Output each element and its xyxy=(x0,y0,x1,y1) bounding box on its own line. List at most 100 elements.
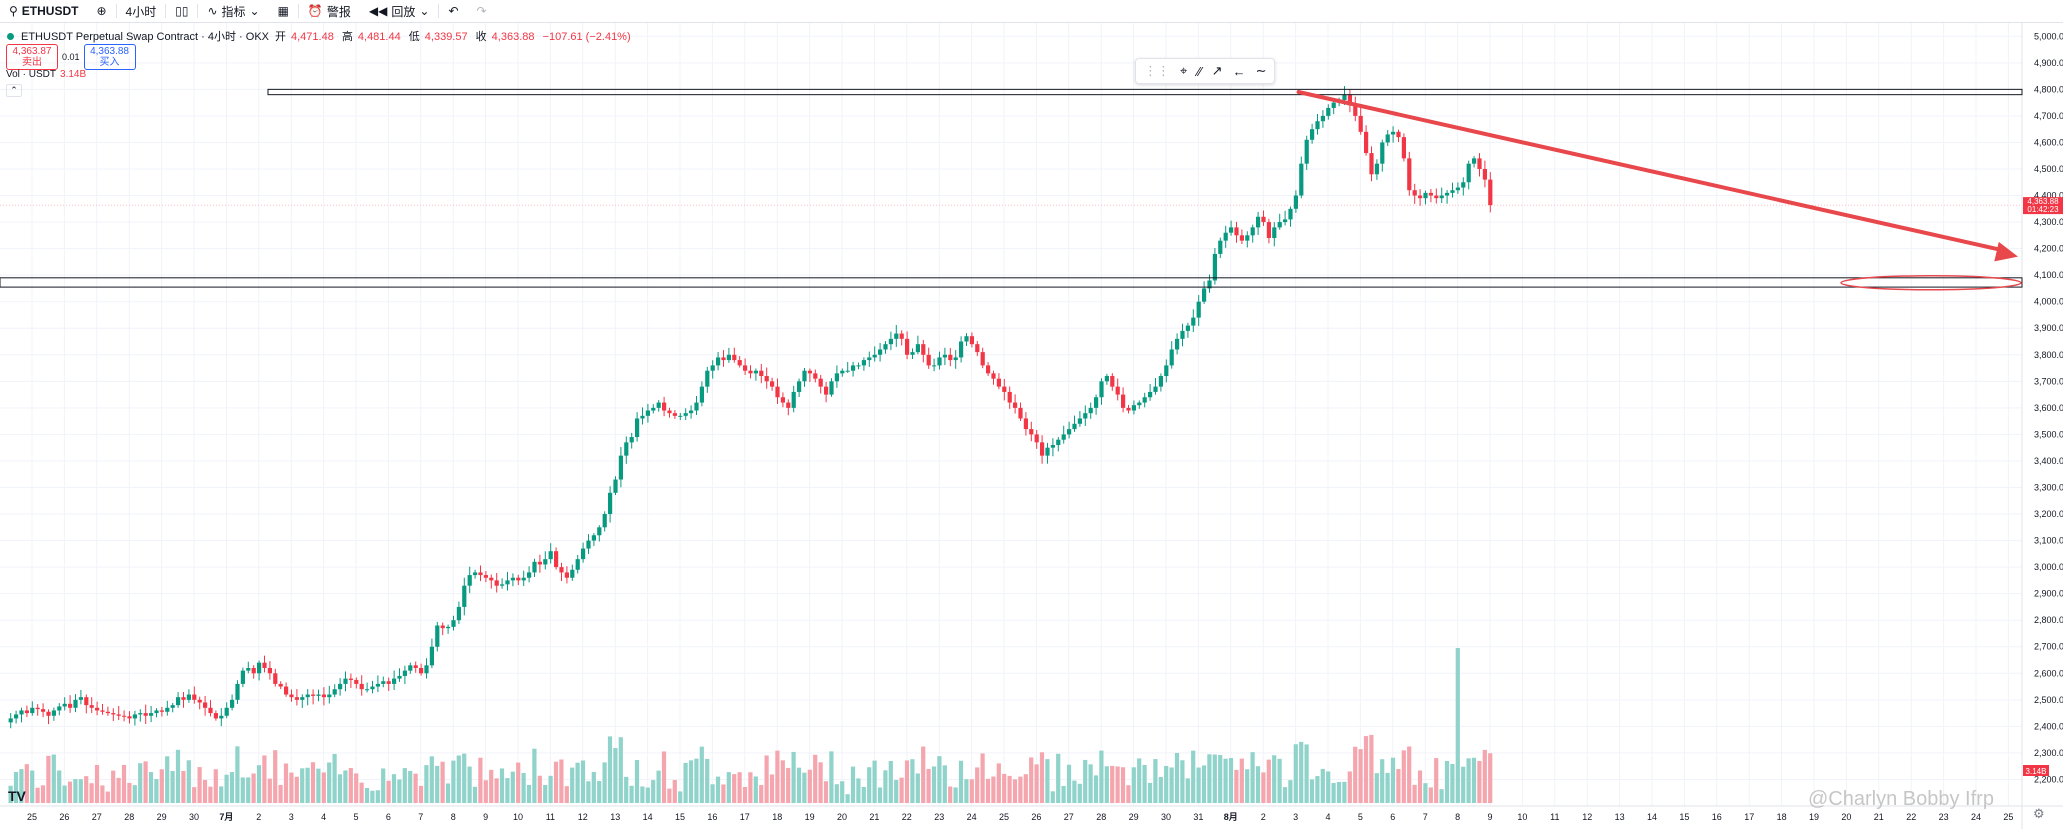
redo-button[interactable]: ↷ xyxy=(468,0,496,22)
replay-button[interactable]: ◀◀ 回放 ⌄ xyxy=(360,0,439,22)
close-value: 4,363.88 xyxy=(491,31,535,43)
chart-type-button[interactable]: ▯▯ xyxy=(166,0,197,22)
volume-bar xyxy=(1488,753,1493,803)
trend-line-icon[interactable]: ↗ xyxy=(1211,63,1223,78)
price-tick-label: 3,100.00 xyxy=(2034,536,2063,546)
volume-bar xyxy=(1228,758,1234,803)
symbol-search[interactable]: ⚲ ETHUSDT xyxy=(0,0,87,22)
interval-button[interactable]: 4小时 xyxy=(117,0,166,22)
candle-body xyxy=(419,667,424,674)
volume-bar xyxy=(429,756,434,803)
volume-bar xyxy=(413,773,418,803)
volume-bar xyxy=(543,784,548,803)
volume-bar xyxy=(537,775,542,803)
undo-button[interactable]: ↶ xyxy=(439,0,467,22)
candle-body xyxy=(1358,115,1363,132)
text-cursor-icon[interactable]: ⌖ xyxy=(1180,63,1188,78)
volume-bar xyxy=(94,764,100,803)
price-tick-label: 2,400.00 xyxy=(2034,721,2063,731)
buy-button[interactable]: 4,363.88 买入 xyxy=(83,44,136,70)
candle-body xyxy=(1207,280,1212,289)
candle-body xyxy=(68,703,73,708)
candle-body xyxy=(510,577,515,581)
volume-bar xyxy=(1455,648,1460,803)
volume-bar xyxy=(807,769,812,803)
volume-bar xyxy=(154,778,159,803)
volume-bar xyxy=(1239,758,1244,803)
chart-area[interactable]: 2,200.00 2,300.00 2,400.00 2,500.00 2,600.00… xyxy=(0,23,2063,829)
volume-bar xyxy=(985,778,991,803)
time-tick-label: 12 xyxy=(1582,812,1592,822)
candle-body xyxy=(1050,445,1055,448)
compare-button[interactable]: ⊕ xyxy=(87,0,115,22)
volume-bar xyxy=(1477,760,1482,803)
candle-body xyxy=(753,370,758,374)
volume-bar xyxy=(57,770,62,803)
candle-body xyxy=(230,699,235,708)
gear-icon[interactable]: ⚙ xyxy=(2033,806,2045,821)
top-toolbar: ⚲ ETHUSDT ⊕ 4小时 ▯▯ ∿ 指标 ⌄ ▦ ⏰ 警报 ◀◀ 回放 ⌄… xyxy=(0,0,2063,23)
candle-body xyxy=(1455,187,1460,191)
candle-body xyxy=(532,561,537,573)
candle-body xyxy=(807,370,812,374)
candle-body xyxy=(19,710,24,715)
candle-body xyxy=(1315,121,1320,130)
indicators-button[interactable]: ∿ 指标 ⌄ xyxy=(198,0,268,22)
chevron-up-icon: ⌃ xyxy=(10,85,18,95)
time-tick-label: 23 xyxy=(1939,812,1949,822)
time-tick-label: 8 xyxy=(451,812,456,822)
time-tick-label: 16 xyxy=(707,812,717,822)
volume-bar xyxy=(316,768,321,803)
buy-price: 4,363.88 xyxy=(90,46,129,57)
candle-body xyxy=(905,338,910,355)
volume-bar xyxy=(386,780,391,803)
volume-bar xyxy=(73,779,78,803)
volume-bar xyxy=(1191,750,1196,803)
path-icon[interactable]: ∼ xyxy=(1255,63,1267,78)
volume-bar xyxy=(251,773,256,803)
price-tick-label: 4,600.00 xyxy=(2034,137,2063,147)
candle-body xyxy=(980,352,985,366)
time-tick-label: 21 xyxy=(869,812,879,822)
arrow-left-icon[interactable]: ← xyxy=(1232,63,1246,79)
rewind-icon: ◀◀ xyxy=(368,4,388,18)
candle-body xyxy=(1185,325,1190,331)
volume-bar xyxy=(1266,759,1271,803)
volume-bar xyxy=(19,769,24,803)
time-tick-label: 10 xyxy=(513,812,523,822)
candle-body xyxy=(1115,386,1120,395)
parallel-lines-icon[interactable]: ∕∕ xyxy=(1197,63,1202,79)
candle-body xyxy=(1223,232,1228,241)
undo-icon: ↶ xyxy=(448,4,459,18)
candle-body xyxy=(1342,94,1347,100)
change-value: −107.61 (−2.41%) xyxy=(542,31,631,43)
candle-body xyxy=(737,360,742,366)
volume-bar xyxy=(240,777,245,803)
volume-bar xyxy=(791,751,796,803)
candle-body xyxy=(321,694,326,698)
volume-bar xyxy=(186,760,191,803)
candle-body xyxy=(996,378,1001,387)
symbol-label: ETHUSDT xyxy=(21,4,79,18)
collapse-legend-button[interactable]: ⌃ xyxy=(6,84,22,97)
open-value: 4,471.48 xyxy=(291,31,334,43)
candle-body xyxy=(861,360,866,366)
sell-button[interactable]: 4,363.87 卖出 xyxy=(6,44,58,70)
volume-bar xyxy=(1428,787,1433,803)
drag-handle-icon[interactable]: ⋮⋮ xyxy=(1144,63,1170,78)
trend-arrow-head xyxy=(1994,241,2018,262)
candle-body xyxy=(1034,434,1039,443)
volume-bar xyxy=(699,746,704,803)
time-tick-label: 2 xyxy=(256,812,261,822)
candle-body xyxy=(327,694,332,698)
candle-body xyxy=(959,341,964,358)
volume-bar xyxy=(861,786,866,803)
time-tick-label: 25 xyxy=(2003,812,2013,822)
price-tick-label: 2,700.00 xyxy=(2034,642,2063,652)
candle-body xyxy=(1256,216,1261,228)
alert-button[interactable]: ⏰ 警报 xyxy=(299,0,360,22)
price-chart[interactable]: 2,200.00 2,300.00 2,400.00 2,500.00 2,600.00… xyxy=(0,23,2063,829)
candle-body xyxy=(1364,131,1369,154)
layouts-button[interactable]: ▦ xyxy=(269,0,298,22)
candle-body xyxy=(424,665,429,674)
